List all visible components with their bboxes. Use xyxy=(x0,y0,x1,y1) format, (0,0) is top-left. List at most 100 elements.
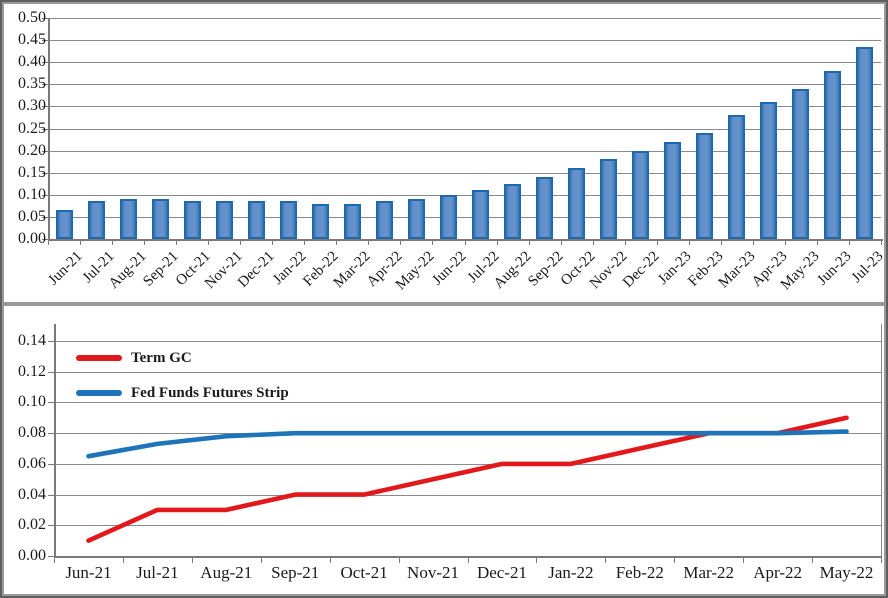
x-tick-mark xyxy=(400,241,402,245)
x-tick-mark xyxy=(80,241,82,245)
x-tick-mark xyxy=(528,241,530,245)
x-tick-mark xyxy=(464,241,466,245)
y-axis-tick-label: 0.20 xyxy=(18,141,46,159)
legend-item-term-gc: Term GC xyxy=(76,346,289,370)
x-tick-mark xyxy=(656,241,658,245)
bar xyxy=(215,201,233,239)
y-axis-tick-label: 0.35 xyxy=(18,75,46,93)
x-axis-category-label: Oct-21 xyxy=(340,563,388,582)
x-tick-mark xyxy=(624,241,626,245)
bar xyxy=(568,168,586,239)
bar xyxy=(55,210,73,239)
term-gc-line-swatch xyxy=(76,355,122,361)
plot-right-border xyxy=(881,324,882,556)
bar xyxy=(760,101,778,239)
x-tick-mark xyxy=(432,241,434,245)
y-axis-tick-label: 0.10 xyxy=(18,393,46,411)
bar xyxy=(279,201,297,239)
x-tick-mark xyxy=(336,241,338,245)
bar xyxy=(504,183,522,239)
bar xyxy=(183,201,201,239)
x-axis-line xyxy=(54,556,882,558)
x-tick-mark xyxy=(122,558,124,563)
y-axis-tick-label: 0.15 xyxy=(18,163,46,181)
legend: Term GC Fed Funds Futures Strip xyxy=(76,346,289,416)
y-axis-tick-label: 0.40 xyxy=(18,53,46,71)
y-tick-mark xyxy=(48,341,54,343)
gridline xyxy=(54,341,881,343)
x-tick-mark xyxy=(240,241,242,245)
x-axis-category-label: Dec-21 xyxy=(476,563,527,582)
y-tick-mark xyxy=(48,402,54,404)
x-tick-mark xyxy=(720,241,722,245)
legend-label-term-gc: Term GC xyxy=(131,349,192,366)
x-axis-category-label: Sep-21 xyxy=(271,563,320,582)
y-axis-tick-label: 0.50 xyxy=(18,9,46,26)
y-tick-mark xyxy=(42,106,48,108)
y-tick-mark xyxy=(42,18,48,19)
bar xyxy=(407,199,425,239)
y-axis-tick-label: 0.00 xyxy=(18,230,46,247)
bar xyxy=(247,201,265,239)
x-axis-category-label: Nov-21 xyxy=(407,563,459,582)
bar xyxy=(439,194,457,239)
line-chart-panel: Term GC Fed Funds Futures Strip 0.14 0.12… xyxy=(2,304,886,596)
y-axis-tick-label: 0.10 xyxy=(18,185,46,203)
x-tick-mark xyxy=(467,558,469,563)
gridline xyxy=(48,172,881,174)
x-tick-mark xyxy=(784,241,786,245)
legend-label-fed-funds: Fed Funds Futures Strip xyxy=(131,384,289,401)
y-tick-mark xyxy=(42,128,48,130)
x-axis-line xyxy=(48,239,883,241)
x-tick-mark xyxy=(605,558,607,563)
y-axis-tick-label: 0.30 xyxy=(18,97,46,115)
x-tick-mark xyxy=(560,241,562,245)
bar xyxy=(119,199,137,239)
bar xyxy=(343,203,361,239)
y-axis-tick-label: 0.04 xyxy=(18,485,46,503)
bar xyxy=(600,159,618,239)
y-tick-mark xyxy=(48,556,54,557)
y-axis-tick-label: 0.05 xyxy=(18,207,46,225)
x-tick-mark xyxy=(752,241,754,245)
x-axis-category-label: Jun-21 xyxy=(65,563,112,582)
gridline xyxy=(54,525,881,527)
bar xyxy=(375,201,393,239)
y-axis-tick-label: 0.14 xyxy=(18,332,46,350)
gridline xyxy=(48,128,881,130)
bar xyxy=(632,150,650,239)
gridline xyxy=(54,371,881,373)
bar xyxy=(856,46,874,239)
x-axis-category-label: Mar-22 xyxy=(683,563,735,582)
y-tick-mark xyxy=(42,84,48,86)
y-tick-mark xyxy=(42,40,48,42)
x-axis-category-label: Aug-21 xyxy=(200,563,253,582)
y-tick-mark xyxy=(48,433,54,435)
line-series-layer xyxy=(86,415,849,543)
gridline xyxy=(48,216,881,218)
y-tick-mark xyxy=(48,463,54,465)
bar xyxy=(151,199,169,239)
x-tick-mark xyxy=(816,241,818,245)
gridline xyxy=(48,62,881,64)
x-tick-mark xyxy=(329,558,331,563)
y-tick-mark xyxy=(42,62,48,64)
x-tick-mark xyxy=(260,558,262,563)
y-axis-tick-label: 0.45 xyxy=(18,31,46,49)
y-tick-mark xyxy=(42,239,48,240)
x-axis-category-label: Jan-22 xyxy=(548,563,594,582)
bar xyxy=(87,201,105,239)
x-tick-mark xyxy=(688,241,690,245)
x-tick-mark xyxy=(304,241,306,245)
x-tick-mark xyxy=(881,241,882,245)
y-axis-tick-label: 0.06 xyxy=(18,454,46,472)
y-axis-tick-label: 0.00 xyxy=(18,547,46,564)
y-axis-line xyxy=(48,18,50,239)
bar xyxy=(728,115,746,239)
bar xyxy=(824,71,842,239)
x-tick-mark xyxy=(592,241,594,245)
x-tick-mark xyxy=(191,558,193,563)
y-axis-tick-label: 0.12 xyxy=(18,362,46,380)
y-tick-mark xyxy=(48,525,54,527)
